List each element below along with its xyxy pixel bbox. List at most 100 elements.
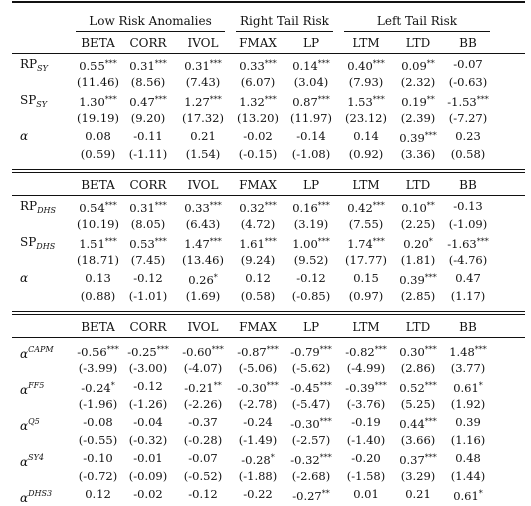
table-cell-p1-r3-c6: (1.81) xyxy=(400,253,436,267)
column-header-beta-p1: BETA xyxy=(81,178,115,192)
table-cell-p1-r3-c0: (18.71) xyxy=(77,253,119,267)
table-cell-p1-r4-c6: 0.39*** xyxy=(399,273,437,287)
table-cell-p2-r5-c5: (-1.40) xyxy=(346,433,386,447)
table-cell-p1-r3-c3: (9.24) xyxy=(240,253,276,267)
table-cell-p0-r2-c3: 1.32*** xyxy=(239,95,277,109)
table-cell-p1-r0-c3: 0.32*** xyxy=(239,201,277,215)
table-cell-p0-r0-c4: 0.14*** xyxy=(292,59,330,73)
table-cell-p1-r2-c6: 0.20* xyxy=(403,237,433,251)
row-label-p1-r0: RPDHS xyxy=(20,199,56,215)
group-rule-0 xyxy=(76,31,225,32)
table-cell-p0-r1-c4: (3.04) xyxy=(293,75,329,89)
table-cell-p2-r6-c2: -0.07 xyxy=(188,451,218,465)
table-cell-p1-r1-c6: (2.25) xyxy=(400,217,436,231)
results-table: Low Risk Anomalies Right Tail Risk Left Ta… xyxy=(12,1,525,505)
row-label-p2-r8: αDHS3 xyxy=(20,489,53,505)
table-cell-p2-r8-c4: -0.27** xyxy=(292,489,330,503)
column-header-lp-p0: LP xyxy=(302,36,320,50)
table-cell-p2-r6-c0: -0.10 xyxy=(83,451,113,465)
table-cell-p1-r1-c7: (-1.09) xyxy=(448,217,488,231)
table-cell-p2-r3-c2: (-2.26) xyxy=(183,397,223,411)
column-header-fmax-p1: FMAX xyxy=(239,178,277,192)
table-cell-p2-r6-c5: -0.20 xyxy=(351,451,381,465)
table-cell-p1-r1-c3: (4.72) xyxy=(240,217,276,231)
table-cell-p2-r8-c3: -0.22 xyxy=(243,487,273,501)
table-cell-p2-r3-c3: (-2.78) xyxy=(238,397,278,411)
table-cell-p2-r5-c2: (-0.28) xyxy=(183,433,223,447)
table-cell-p0-r4-c5: 0.14 xyxy=(353,129,379,143)
table-cell-p2-r6-c1: -0.01 xyxy=(133,451,163,465)
table-cell-p2-r4-c4: -0.30*** xyxy=(290,417,332,431)
table-cell-p0-r4-c3: -0.02 xyxy=(243,129,273,143)
table-cell-p2-r2-c0: -0.24* xyxy=(81,381,115,395)
column-header-bb-p1: BB xyxy=(459,178,477,192)
column-header-corr-p2: CORR xyxy=(129,320,167,334)
table-cell-p1-r5-c7: (1.17) xyxy=(450,289,486,303)
table-cell-p1-r2-c0: 1.51*** xyxy=(79,237,117,251)
table-cell-p2-r8-c5: 0.01 xyxy=(353,487,379,501)
table-cell-p2-r4-c6: 0.44*** xyxy=(399,417,437,431)
column-header-lp-p1: LP xyxy=(302,178,320,192)
table-cell-p2-r4-c3: -0.24 xyxy=(243,415,273,429)
table-cell-p0-r1-c3: (6.07) xyxy=(240,75,276,89)
table-cell-p0-r1-c7: (-0.63) xyxy=(448,75,488,89)
table-cell-p2-r1-c1: (-3.00) xyxy=(128,361,168,375)
table-cell-p0-r0-c6: 0.09** xyxy=(401,59,435,73)
table-cell-p0-r4-c6: 0.39*** xyxy=(399,131,437,145)
table-cell-p2-r2-c1: -0.12 xyxy=(133,379,163,393)
table-cell-p2-r4-c2: -0.37 xyxy=(188,415,218,429)
table-cell-p2-r5-c3: (-1.49) xyxy=(238,433,278,447)
table-cell-p2-r2-c2: -0.21** xyxy=(184,381,222,395)
column-header-ltm-p0: LTM xyxy=(352,36,380,50)
panel-rule-0 xyxy=(12,53,525,54)
table-cell-p0-r3-c4: (11.97) xyxy=(290,111,332,125)
table-cell-p1-r4-c1: -0.12 xyxy=(133,271,163,285)
table-cell-p1-r5-c6: (2.85) xyxy=(400,289,436,303)
column-header-ivol-p1: IVOL xyxy=(187,178,219,192)
column-header-fmax-p0: FMAX xyxy=(239,36,277,50)
table-cell-p2-r5-c4: (-2.57) xyxy=(291,433,331,447)
table-cell-p1-r0-c5: 0.42*** xyxy=(347,201,385,215)
table-cell-p2-r3-c7: (1.92) xyxy=(450,397,486,411)
table-cell-p1-r2-c7: -1.63*** xyxy=(447,237,489,251)
column-header-bb-p2: BB xyxy=(459,320,477,334)
table-cell-p1-r4-c4: -0.12 xyxy=(296,271,326,285)
group-title-2: Left Tail Risk xyxy=(376,14,458,28)
column-header-ltm-p2: LTM xyxy=(352,320,380,334)
table-cell-p0-r3-c7: (-7.27) xyxy=(448,111,488,125)
table-cell-p2-r7-c1: (-0.09) xyxy=(128,469,168,483)
table-cell-p2-r3-c0: (-1.96) xyxy=(78,397,118,411)
table-cell-p0-r0-c1: 0.31*** xyxy=(129,59,167,73)
table-cell-p2-r3-c1: (-1.26) xyxy=(128,397,168,411)
table-cell-p1-r2-c3: 1.61*** xyxy=(239,237,277,251)
table-cell-p2-r7-c6: (3.29) xyxy=(400,469,436,483)
table-cell-p0-r4-c7: 0.23 xyxy=(455,129,481,143)
table-cell-p2-r0-c4: -0.79*** xyxy=(290,345,332,359)
row-label-p1-r2: SPDHS xyxy=(20,235,56,251)
table-cell-p2-r6-c7: 0.48 xyxy=(455,451,481,465)
table-cell-p0-r5-c3: (-0.15) xyxy=(238,147,278,161)
table-cell-p2-r5-c1: (-0.32) xyxy=(128,433,168,447)
table-cell-p0-r0-c2: 0.31*** xyxy=(184,59,222,73)
table-cell-p0-r1-c2: (7.43) xyxy=(185,75,221,89)
table-cell-p0-r2-c0: 1.30*** xyxy=(79,95,117,109)
table-cell-p0-r5-c7: (0.58) xyxy=(450,147,486,161)
column-header-ltd-p2: LTD xyxy=(405,320,431,334)
table-cell-p0-r2-c4: 0.87*** xyxy=(292,95,330,109)
column-header-lp-p2: LP xyxy=(302,320,320,334)
column-header-beta-p2: BETA xyxy=(81,320,115,334)
table-cell-p0-r5-c1: (-1.11) xyxy=(128,147,168,161)
table-cell-p2-r7-c2: (-0.52) xyxy=(183,469,223,483)
table-cell-p0-r5-c2: (1.54) xyxy=(185,147,221,161)
table-cell-p2-r4-c7: 0.39 xyxy=(455,415,481,429)
column-header-corr-p1: CORR xyxy=(129,178,167,192)
table-cell-p1-r2-c2: 1.47*** xyxy=(184,237,222,251)
table-cell-p2-r5-c7: (1.16) xyxy=(450,433,486,447)
table-cell-p1-r3-c2: (13.46) xyxy=(182,253,224,267)
table-cell-p0-r1-c5: (7.93) xyxy=(348,75,384,89)
panel-separator-a xyxy=(12,169,525,170)
table-cell-p0-r4-c2: 0.21 xyxy=(190,129,216,143)
column-header-ltd-p0: LTD xyxy=(405,36,431,50)
table-cell-p1-r3-c4: (9.52) xyxy=(293,253,329,267)
row-label-p0-r4: α xyxy=(20,129,29,143)
